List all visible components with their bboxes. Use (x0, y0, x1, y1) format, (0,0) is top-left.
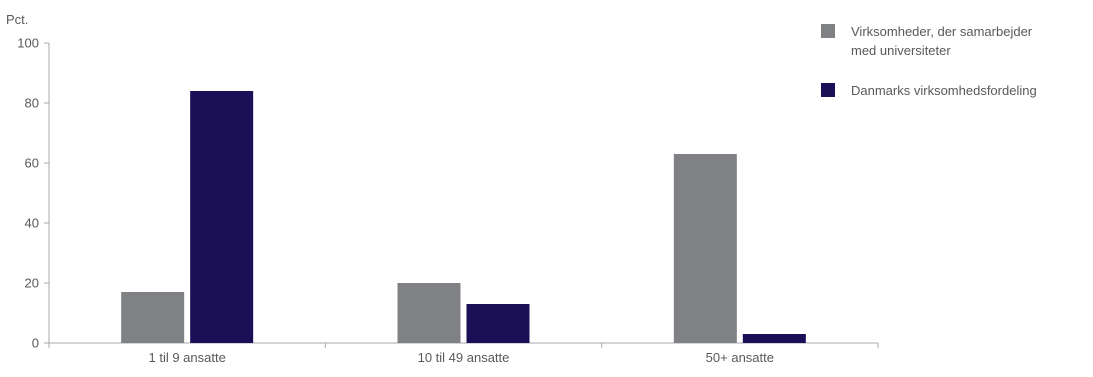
x-category-label: 50+ ansatte (706, 350, 774, 365)
x-category-label: 10 til 49 ansatte (418, 350, 510, 365)
y-tick-label: 0 (32, 336, 39, 351)
bar-samarbejder-1 (397, 283, 461, 343)
legend-label: Virksomheder, der samarbejder med univers… (851, 24, 1033, 58)
y-tick-label: 60 (25, 156, 39, 171)
y-axis-unit-label: Pct. (6, 12, 28, 27)
legend-swatch (821, 24, 835, 38)
legend-label: Danmarks virksomhedsfordeling (851, 83, 1037, 98)
y-tick-label: 40 (25, 216, 39, 231)
bars (121, 91, 806, 343)
y-tick-label: 100 (17, 36, 39, 51)
bar-samarbejder-0 (121, 292, 185, 343)
bar-samarbejder-2 (673, 154, 737, 343)
bar-fordeling-0 (190, 91, 254, 343)
y-tick-label: 20 (25, 276, 39, 291)
y-tick-label: 80 (25, 96, 39, 111)
legend-swatch (821, 83, 835, 97)
x-category-label: 1 til 9 ansatte (149, 350, 226, 365)
axes: 0 20 40 60 80 100 1 til 9 ansatte 10 til 49 ans… (17, 36, 879, 365)
bar-fordeling-2 (742, 334, 806, 343)
legend: Virksomheder, der samarbejder med univers… (821, 24, 1037, 98)
bar-fordeling-1 (466, 304, 530, 343)
